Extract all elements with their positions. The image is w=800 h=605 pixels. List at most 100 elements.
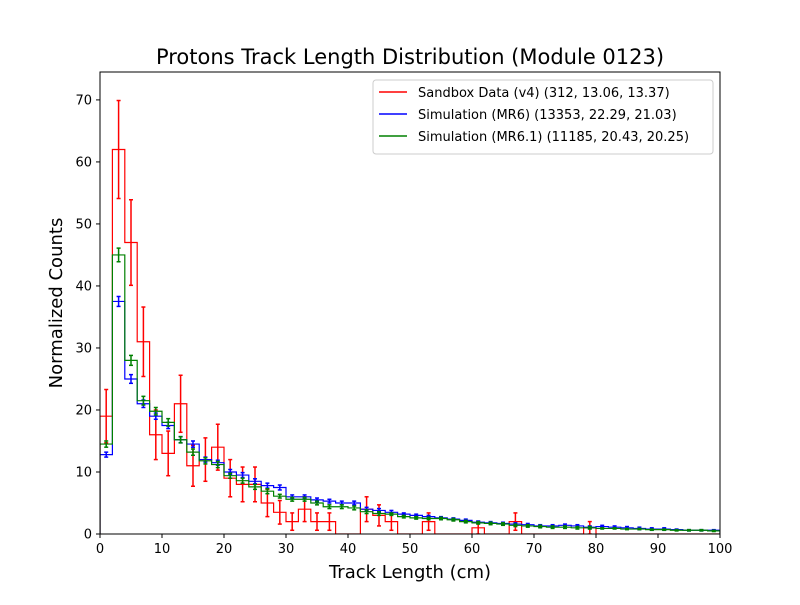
series-3-error-bar [104, 440, 109, 448]
series-3-error-bar [191, 448, 195, 456]
series-3-error-bar [711, 529, 716, 533]
series-3-step-line [100, 254, 720, 534]
legend-label: Simulation (MR6.1) (11185, 20.43, 20.25) [418, 130, 689, 145]
series-3-error-bar [463, 519, 468, 524]
series-1-error-bar [513, 512, 518, 532]
series-2-step-line [100, 300, 720, 534]
series-3-error-bar [129, 354, 133, 367]
series-3-error-bar [240, 477, 245, 484]
y-tick-label: 70 [75, 93, 92, 108]
legend-label: Simulation (MR6) (13353, 22.29, 21.03) [418, 108, 677, 123]
y-axis-label: Normalized Counts [46, 218, 67, 389]
series-2-error-bar [277, 484, 282, 491]
legend-label: Sandbox Data (v4) (312, 13.06, 13.37) [418, 86, 670, 101]
legend-box [372, 79, 714, 155]
series-3-error-bar [141, 395, 146, 406]
series-3-error-bar [253, 483, 257, 491]
chart-title: Protons Track Length Distribution (Modul… [156, 45, 664, 69]
series-3-error-bar [377, 510, 381, 517]
series-1-error-bar [277, 499, 282, 525]
series-1-error-bar [290, 512, 295, 532]
series-3-error-bar [178, 435, 183, 444]
series-3-error-bar [315, 500, 319, 506]
series-3-error-bar [339, 504, 344, 510]
series-3-error-bar [476, 520, 481, 525]
series-3-error-bar [637, 527, 642, 531]
series-3-error-bar [290, 496, 295, 502]
y-tick-label: 30 [75, 341, 92, 356]
series-1-error-bar [141, 306, 146, 378]
series-3-error-bar [674, 528, 679, 532]
y-tick-label: 60 [75, 155, 92, 170]
x-tick-label: 80 [588, 542, 605, 557]
y-tick-label: 20 [75, 403, 92, 418]
y-tick-label: 10 [75, 465, 92, 480]
series-3-error-bar [625, 527, 629, 531]
series-3-error-bar [488, 521, 493, 526]
series-3-error-bar [277, 493, 282, 499]
series-3-error-bar [587, 525, 592, 530]
legend: Sandbox Data (v4) (312, 13.06, 13.37) Sim… [372, 79, 714, 155]
y-tick-label: 40 [75, 279, 92, 294]
axes: 0 10 20 30 40 50 60 70 80 90 100 0 10 20 30 40 50 60 70 [75, 71, 733, 557]
series-3-error-bar [501, 522, 505, 527]
x-tick-label: 40 [340, 542, 357, 557]
series-3-error-bar [116, 247, 121, 263]
series-2-error-bar [116, 295, 121, 308]
series-3-error-bar [327, 504, 332, 510]
series-3-error-bar [525, 523, 530, 528]
x-axis-label: Track Length (cm) [328, 562, 491, 583]
series-3-error-bar [513, 523, 518, 528]
series-3-error-bar [612, 527, 617, 530]
plot-area [100, 99, 720, 534]
x-tick-label: 90 [650, 542, 667, 557]
series-3-error-bar [439, 516, 443, 521]
x-tick-label: 60 [464, 542, 481, 557]
series-3-error-bar [426, 516, 431, 521]
x-tick-label: 10 [154, 542, 171, 557]
series-2-error-bar [191, 440, 195, 448]
series-3-error-bar [389, 512, 394, 517]
series-2-error-bar [104, 451, 109, 458]
series-2-error-bar [352, 500, 357, 506]
x-tick-label: 100 [708, 542, 733, 557]
series-3-error-bar [401, 514, 406, 519]
series-1-error-bar [178, 374, 183, 434]
series-3-error-bar [575, 525, 580, 530]
series-3-error-bar [352, 505, 357, 511]
x-tick-label: 70 [526, 542, 543, 557]
x-tick-label: 20 [216, 542, 233, 557]
series-group [100, 99, 720, 534]
x-tick-label: 0 [96, 542, 104, 557]
x-tick-label: 50 [402, 542, 419, 557]
series-3-error-bar [451, 517, 456, 522]
series-1-error-bar [129, 198, 133, 287]
series-3-error-bar [265, 487, 270, 495]
series-3-error-bar [662, 528, 667, 532]
series-3-error-bar [699, 528, 704, 532]
y-tick-label: 0 [84, 528, 92, 543]
series-3-error-bar [550, 525, 555, 530]
series-3-error-bar [302, 496, 307, 502]
series-2-error-bar [129, 373, 133, 385]
series-1-error-bar [116, 99, 121, 200]
series-3-error-bar [687, 528, 691, 532]
series-1-error-bar [327, 512, 332, 532]
series-1-error-bar [315, 512, 319, 532]
series-3-error-bar [414, 515, 419, 520]
y-tick-label: 50 [75, 217, 92, 232]
series-1-error-bar [166, 430, 171, 477]
series-3-error-bar [166, 417, 171, 427]
series-3-error-bar [538, 524, 543, 529]
series-3-error-bar [563, 525, 567, 530]
series-3-error-bar [228, 472, 233, 479]
series-3-error-bar [153, 406, 158, 416]
series-3-error-bar [364, 509, 369, 515]
series-3-error-bar [203, 456, 208, 465]
series-2-error-bar [327, 498, 332, 504]
series-3-error-bar [600, 527, 605, 530]
series-3-error-bar [215, 460, 220, 469]
x-tick-label: 30 [278, 542, 295, 557]
